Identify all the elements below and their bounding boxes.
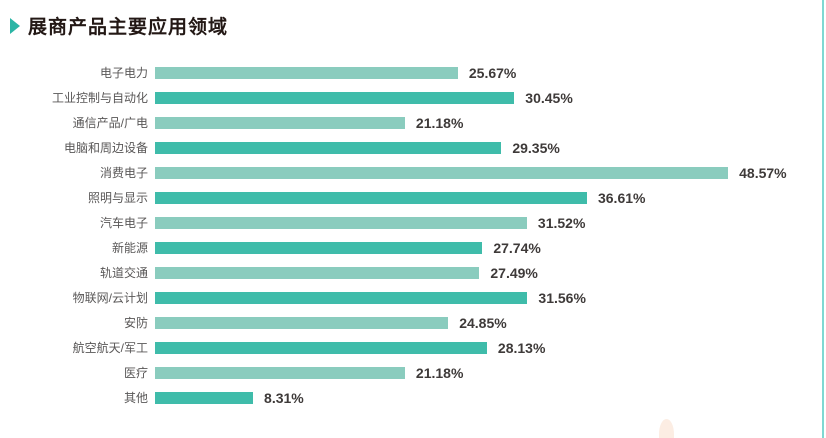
category-label: 工业控制与自动化 xyxy=(51,91,148,105)
bar xyxy=(155,216,527,229)
bar-chart: 电子电力 25.67% 工业控制与自动化 30.45% 通信产品/广电 21.1… xyxy=(0,60,826,410)
chart-row: 其他 8.31% xyxy=(0,385,826,410)
bar xyxy=(155,66,458,79)
bar xyxy=(155,316,449,329)
value-label: 31.52% xyxy=(537,214,586,231)
chart-row: 电子电力 25.67% xyxy=(0,60,826,85)
value-label: 8.31% xyxy=(264,389,304,406)
bar xyxy=(155,91,515,104)
bar xyxy=(155,241,483,254)
chart-header: 展商产品主要应用领域 xyxy=(10,12,228,39)
value-label: 25.67% xyxy=(468,64,517,81)
category-label: 医疗 xyxy=(123,366,148,380)
bar xyxy=(155,391,254,404)
decorative-blob xyxy=(659,419,674,438)
chart-row: 电脑和周边设备 29.35% xyxy=(0,135,826,160)
chart-row: 医疗 21.18% xyxy=(0,360,826,385)
chart-row: 通信产品/广电 21.18% xyxy=(0,110,826,135)
category-label: 其他 xyxy=(123,391,148,405)
category-label: 汽车电子 xyxy=(99,216,148,230)
category-label: 照明与显示 xyxy=(87,191,148,205)
chart-row: 新能源 27.74% xyxy=(0,235,826,260)
value-label: 31.56% xyxy=(538,289,586,306)
chart-row: 轨道交通 27.49% xyxy=(0,260,826,285)
category-label: 安防 xyxy=(123,316,148,330)
title-marker-icon xyxy=(10,17,20,34)
value-label: 21.18% xyxy=(415,114,464,131)
bar xyxy=(155,341,487,354)
value-label: 27.49% xyxy=(490,264,538,281)
category-label: 轨道交通 xyxy=(99,266,148,280)
category-label: 航空航天/军工 xyxy=(72,341,148,355)
chart-row: 安防 24.85% xyxy=(0,310,826,335)
value-label: 30.45% xyxy=(525,89,573,106)
value-label: 21.18% xyxy=(415,364,464,381)
category-label: 电子电力 xyxy=(99,66,148,80)
category-label: 通信产品/广电 xyxy=(72,116,148,130)
category-label: 消费电子 xyxy=(99,166,148,180)
category-label: 新能源 xyxy=(111,241,148,255)
page-title: 展商产品主要应用领域 xyxy=(28,17,229,38)
value-label: 28.13% xyxy=(497,339,546,356)
bar xyxy=(155,291,528,304)
chart-row: 工业控制与自动化 30.45% xyxy=(0,85,826,110)
value-label: 24.85% xyxy=(459,314,507,331)
bar xyxy=(155,266,480,279)
chart-row: 物联网/云计划 31.56% xyxy=(0,285,826,310)
value-label: 29.35% xyxy=(512,139,560,156)
bar xyxy=(155,141,502,154)
chart-row: 照明与显示 36.61% xyxy=(0,185,826,210)
category-label: 物联网/云计划 xyxy=(72,291,148,305)
bar xyxy=(155,166,729,179)
chart-row: 消费电子 48.57% xyxy=(0,160,826,185)
value-label: 36.61% xyxy=(597,189,646,206)
bar xyxy=(155,116,405,129)
page-edge-rule xyxy=(822,0,824,438)
chart-row: 航空航天/军工 28.13% xyxy=(0,335,826,360)
chart-row: 汽车电子 31.52% xyxy=(0,210,826,235)
value-label: 27.74% xyxy=(493,239,541,256)
bar xyxy=(155,366,405,379)
value-label: 48.57% xyxy=(739,164,787,181)
bar xyxy=(155,191,587,204)
category-label: 电脑和周边设备 xyxy=(63,141,148,155)
